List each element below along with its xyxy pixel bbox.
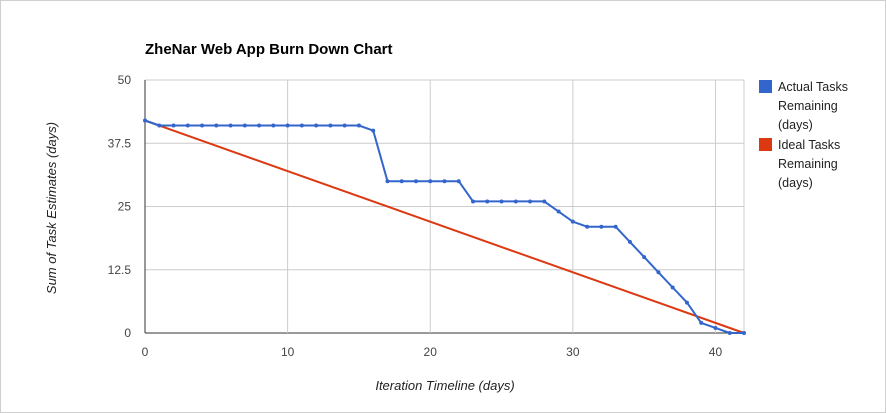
data-point (185, 123, 190, 128)
chart-title: ZheNar Web App Burn Down Chart (145, 41, 393, 58)
x-axis-ticks: 0 10 20 30 40 (142, 345, 723, 359)
data-point (699, 320, 704, 325)
legend-label: (days) (778, 176, 813, 190)
data-point (613, 224, 618, 229)
legend-label: Remaining (778, 157, 838, 171)
y-tick-label: 37.5 (108, 136, 132, 150)
legend-label: Remaining (778, 99, 838, 113)
data-point (385, 179, 390, 184)
data-point (656, 270, 661, 275)
data-point (171, 123, 176, 128)
data-point (271, 123, 276, 128)
data-point (200, 123, 205, 128)
data-point (342, 123, 347, 128)
legend-swatch (759, 138, 772, 151)
x-tick-label: 20 (424, 345, 438, 359)
data-point (214, 123, 219, 128)
x-tick-label: 10 (281, 345, 295, 359)
data-point (713, 325, 718, 330)
data-point (513, 199, 518, 204)
y-tick-label: 12.5 (108, 263, 132, 277)
legend-label: (days) (778, 118, 813, 132)
data-point (157, 123, 162, 128)
data-point (428, 179, 433, 184)
legend: Actual Tasks Remaining (days) Ideal Tasks Re… (759, 80, 848, 190)
series-group (143, 118, 746, 335)
data-point (371, 128, 376, 133)
data-point (228, 123, 233, 128)
data-point (456, 179, 461, 184)
data-point (556, 209, 561, 214)
data-point (328, 123, 333, 128)
data-point (684, 300, 689, 305)
data-point (528, 199, 533, 204)
data-point (413, 179, 418, 184)
data-point (257, 123, 262, 128)
y-tick-label: 50 (118, 73, 132, 87)
data-point (299, 123, 304, 128)
y-axis-ticks: 0 12.5 25 37.5 50 (108, 73, 132, 340)
data-point (285, 123, 290, 128)
legend-label: Actual Tasks (778, 80, 848, 94)
data-point (599, 224, 604, 229)
y-axis-label: Sum of Task Estimates (days) (44, 122, 59, 294)
data-point (627, 239, 632, 244)
grid-lines (144, 79, 745, 334)
data-point (356, 123, 361, 128)
data-point (399, 179, 404, 184)
data-point (742, 331, 746, 335)
legend-swatch (759, 80, 772, 93)
data-point (585, 224, 590, 229)
data-point (542, 199, 547, 204)
data-point (670, 285, 675, 290)
data-point (442, 179, 447, 184)
data-point (242, 123, 247, 128)
data-point (642, 255, 647, 260)
data-point (314, 123, 319, 128)
series-line-1 (144, 119, 745, 334)
data-point (471, 199, 476, 204)
data-point (143, 118, 147, 123)
data-point (727, 331, 732, 335)
x-axis-label: Iteration Timeline (days) (375, 378, 514, 393)
data-point (485, 199, 490, 204)
legend-label: Ideal Tasks (778, 138, 840, 152)
x-tick-label: 0 (142, 345, 149, 359)
x-tick-label: 30 (566, 345, 580, 359)
y-tick-label: 0 (124, 326, 131, 340)
x-tick-label: 40 (709, 345, 723, 359)
data-point (570, 219, 575, 224)
y-tick-label: 25 (118, 200, 132, 214)
data-point (499, 199, 504, 204)
